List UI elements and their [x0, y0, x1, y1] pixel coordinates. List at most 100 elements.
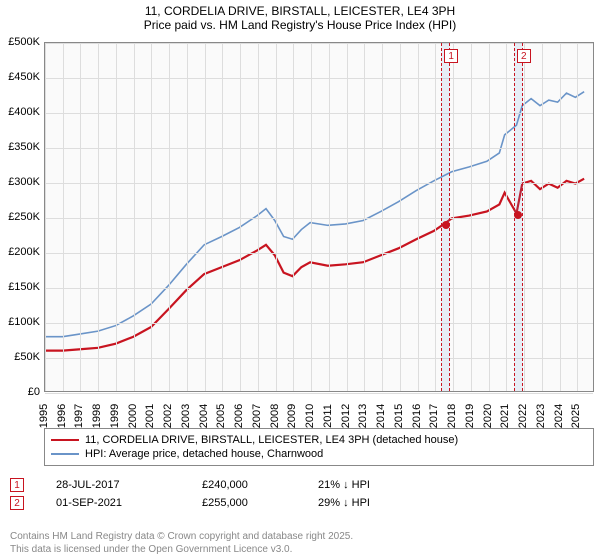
event-row-2: 2 01-SEP-2021 £255,000 29% ↓ HPI	[10, 494, 370, 512]
y-axis-label: £300K	[0, 176, 40, 188]
attribution: Contains HM Land Registry data © Crown c…	[10, 531, 353, 556]
x-axis-label: 2008	[269, 404, 281, 428]
gridline-h	[45, 43, 593, 44]
chart-title-line1: 11, CORDELIA DRIVE, BIRSTALL, LEICESTER,…	[0, 0, 600, 18]
x-axis-label: 2021	[499, 404, 511, 428]
x-axis-label: 2025	[570, 404, 582, 428]
gridline-v	[364, 43, 365, 391]
gridline-v	[471, 43, 472, 391]
x-axis-label: 2002	[162, 404, 174, 428]
x-axis-label: 2003	[180, 404, 192, 428]
series-line-property	[45, 179, 584, 351]
attribution-line1: Contains HM Land Registry data © Crown c…	[10, 531, 353, 544]
x-axis-label: 1997	[73, 404, 85, 428]
x-axis-label: 2001	[144, 404, 156, 428]
gridline-h	[45, 358, 593, 359]
gridline-v	[151, 43, 152, 391]
gridline-h	[45, 78, 593, 79]
x-axis-label: 2000	[127, 404, 139, 428]
gridline-v	[205, 43, 206, 391]
y-axis-label: £150K	[0, 281, 40, 293]
gridline-v	[577, 43, 578, 391]
x-axis-label: 2004	[198, 404, 210, 428]
y-axis-label: £400K	[0, 106, 40, 118]
plot-region: 12	[44, 42, 594, 392]
y-axis-label: £450K	[0, 71, 40, 83]
shaded-band	[441, 43, 450, 391]
x-axis-label: 2024	[553, 404, 565, 428]
x-axis-label: 1996	[56, 404, 68, 428]
x-axis-label: 2017	[428, 404, 440, 428]
series-line-hpi	[45, 92, 584, 337]
x-axis-label: 2015	[393, 404, 405, 428]
x-axis-label: 2011	[322, 404, 334, 428]
chart-lines	[45, 43, 593, 391]
gridline-h	[45, 148, 593, 149]
legend-swatch-property	[51, 439, 79, 441]
gridline-v	[98, 43, 99, 391]
gridline-v	[506, 43, 507, 391]
event-marker-2: 2	[10, 496, 24, 510]
gridline-v	[524, 43, 525, 391]
legend-swatch-hpi	[51, 453, 79, 455]
x-axis-label: 2007	[251, 404, 263, 428]
band-marker: 1	[444, 49, 458, 63]
gridline-v	[240, 43, 241, 391]
x-axis-label: 1995	[38, 404, 50, 428]
gridline-v	[382, 43, 383, 391]
x-axis-label: 2010	[304, 404, 316, 428]
gridline-h	[45, 218, 593, 219]
event-marker-1: 1	[10, 478, 24, 492]
x-axis-label: 2019	[464, 404, 476, 428]
gridline-v	[347, 43, 348, 391]
x-axis-label: 2020	[482, 404, 494, 428]
x-axis-label: 1999	[109, 404, 121, 428]
events-table: 1 28-JUL-2017 £240,000 21% ↓ HPI 2 01-SE…	[10, 476, 370, 512]
event-date-2: 01-SEP-2021	[56, 497, 196, 509]
gridline-h	[45, 288, 593, 289]
x-axis-label: 2013	[357, 404, 369, 428]
event-price-2: £255,000	[202, 497, 312, 509]
gridline-v	[418, 43, 419, 391]
attribution-line2: This data is licensed under the Open Gov…	[10, 544, 353, 557]
legend-label-property: 11, CORDELIA DRIVE, BIRSTALL, LEICESTER,…	[85, 434, 458, 446]
gridline-v	[63, 43, 64, 391]
x-axis-label: 2018	[446, 404, 458, 428]
band-marker: 2	[517, 49, 531, 63]
gridline-v	[489, 43, 490, 391]
y-axis-label: £200K	[0, 246, 40, 258]
x-axis-label: 2006	[233, 404, 245, 428]
gridline-v	[542, 43, 543, 391]
x-axis-label: 2012	[340, 404, 352, 428]
gridline-v	[222, 43, 223, 391]
x-axis-label: 2023	[535, 404, 547, 428]
gridline-v	[311, 43, 312, 391]
legend-item-property: 11, CORDELIA DRIVE, BIRSTALL, LEICESTER,…	[51, 433, 587, 447]
gridline-h	[45, 323, 593, 324]
chart-title-line2: Price paid vs. HM Land Registry's House …	[0, 18, 600, 34]
gridline-v	[45, 43, 46, 391]
x-axis-label: 2009	[286, 404, 298, 428]
y-axis-label: £250K	[0, 211, 40, 223]
gridline-v	[293, 43, 294, 391]
y-axis-label: £100K	[0, 316, 40, 328]
gridline-v	[400, 43, 401, 391]
y-axis-label: £350K	[0, 141, 40, 153]
gridline-h	[45, 393, 593, 394]
event-row-1: 1 28-JUL-2017 £240,000 21% ↓ HPI	[10, 476, 370, 494]
gridline-h	[45, 253, 593, 254]
gridline-v	[560, 43, 561, 391]
x-axis-label: 2014	[375, 404, 387, 428]
gridline-v	[276, 43, 277, 391]
y-axis-label: £0	[0, 386, 40, 398]
legend: 11, CORDELIA DRIVE, BIRSTALL, LEICESTER,…	[44, 428, 594, 466]
gridline-h	[45, 183, 593, 184]
y-axis-label: £50K	[0, 351, 40, 363]
event-delta-2: 29% ↓ HPI	[318, 497, 370, 509]
gridline-v	[116, 43, 117, 391]
gridline-v	[169, 43, 170, 391]
gridline-v	[134, 43, 135, 391]
gridline-h	[45, 113, 593, 114]
x-axis-label: 2016	[411, 404, 423, 428]
x-axis-label: 1998	[91, 404, 103, 428]
